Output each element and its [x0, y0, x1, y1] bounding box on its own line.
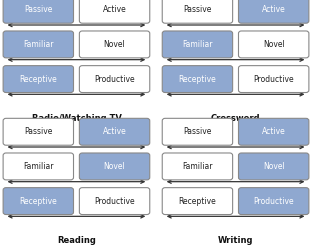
- FancyBboxPatch shape: [79, 188, 150, 215]
- FancyBboxPatch shape: [3, 66, 74, 93]
- Text: Active: Active: [262, 127, 285, 136]
- FancyBboxPatch shape: [79, 153, 150, 180]
- Text: Productive: Productive: [94, 75, 135, 84]
- Text: Radio/Watching TV: Radio/Watching TV: [32, 114, 121, 123]
- FancyBboxPatch shape: [162, 188, 233, 215]
- Text: Passive: Passive: [24, 5, 52, 14]
- Text: Familiar: Familiar: [182, 40, 213, 49]
- Text: Productive: Productive: [253, 75, 294, 84]
- FancyBboxPatch shape: [162, 31, 233, 58]
- Text: Writing: Writing: [218, 236, 253, 245]
- FancyBboxPatch shape: [79, 118, 150, 145]
- FancyBboxPatch shape: [238, 188, 309, 215]
- FancyBboxPatch shape: [238, 66, 309, 93]
- Text: Novel: Novel: [263, 162, 285, 171]
- Text: Productive: Productive: [253, 197, 294, 206]
- FancyBboxPatch shape: [3, 118, 74, 145]
- Text: Novel: Novel: [263, 40, 285, 49]
- Text: Receptive: Receptive: [19, 75, 57, 84]
- FancyBboxPatch shape: [162, 0, 233, 23]
- FancyBboxPatch shape: [162, 153, 233, 180]
- FancyBboxPatch shape: [79, 0, 150, 23]
- Text: Familiar: Familiar: [23, 162, 54, 171]
- Text: Receptive: Receptive: [178, 75, 216, 84]
- Text: Novel: Novel: [104, 162, 125, 171]
- Text: Active: Active: [262, 5, 285, 14]
- Text: Familiar: Familiar: [23, 40, 54, 49]
- Text: Passive: Passive: [183, 127, 212, 136]
- FancyBboxPatch shape: [79, 31, 150, 58]
- FancyBboxPatch shape: [238, 31, 309, 58]
- FancyBboxPatch shape: [162, 118, 233, 145]
- Text: Receptive: Receptive: [19, 197, 57, 206]
- FancyBboxPatch shape: [3, 0, 74, 23]
- Text: Passive: Passive: [183, 5, 212, 14]
- Text: Active: Active: [103, 127, 126, 136]
- Text: Familiar: Familiar: [182, 162, 213, 171]
- Text: Crossword: Crossword: [211, 114, 261, 123]
- Text: Productive: Productive: [94, 197, 135, 206]
- FancyBboxPatch shape: [79, 66, 150, 93]
- Text: Active: Active: [103, 5, 126, 14]
- FancyBboxPatch shape: [162, 66, 233, 93]
- Text: Receptive: Receptive: [178, 197, 216, 206]
- FancyBboxPatch shape: [238, 118, 309, 145]
- Text: Reading: Reading: [57, 236, 96, 245]
- FancyBboxPatch shape: [238, 153, 309, 180]
- FancyBboxPatch shape: [3, 188, 74, 215]
- FancyBboxPatch shape: [3, 153, 74, 180]
- Text: Passive: Passive: [24, 127, 52, 136]
- Text: Novel: Novel: [104, 40, 125, 49]
- FancyBboxPatch shape: [3, 31, 74, 58]
- FancyBboxPatch shape: [238, 0, 309, 23]
